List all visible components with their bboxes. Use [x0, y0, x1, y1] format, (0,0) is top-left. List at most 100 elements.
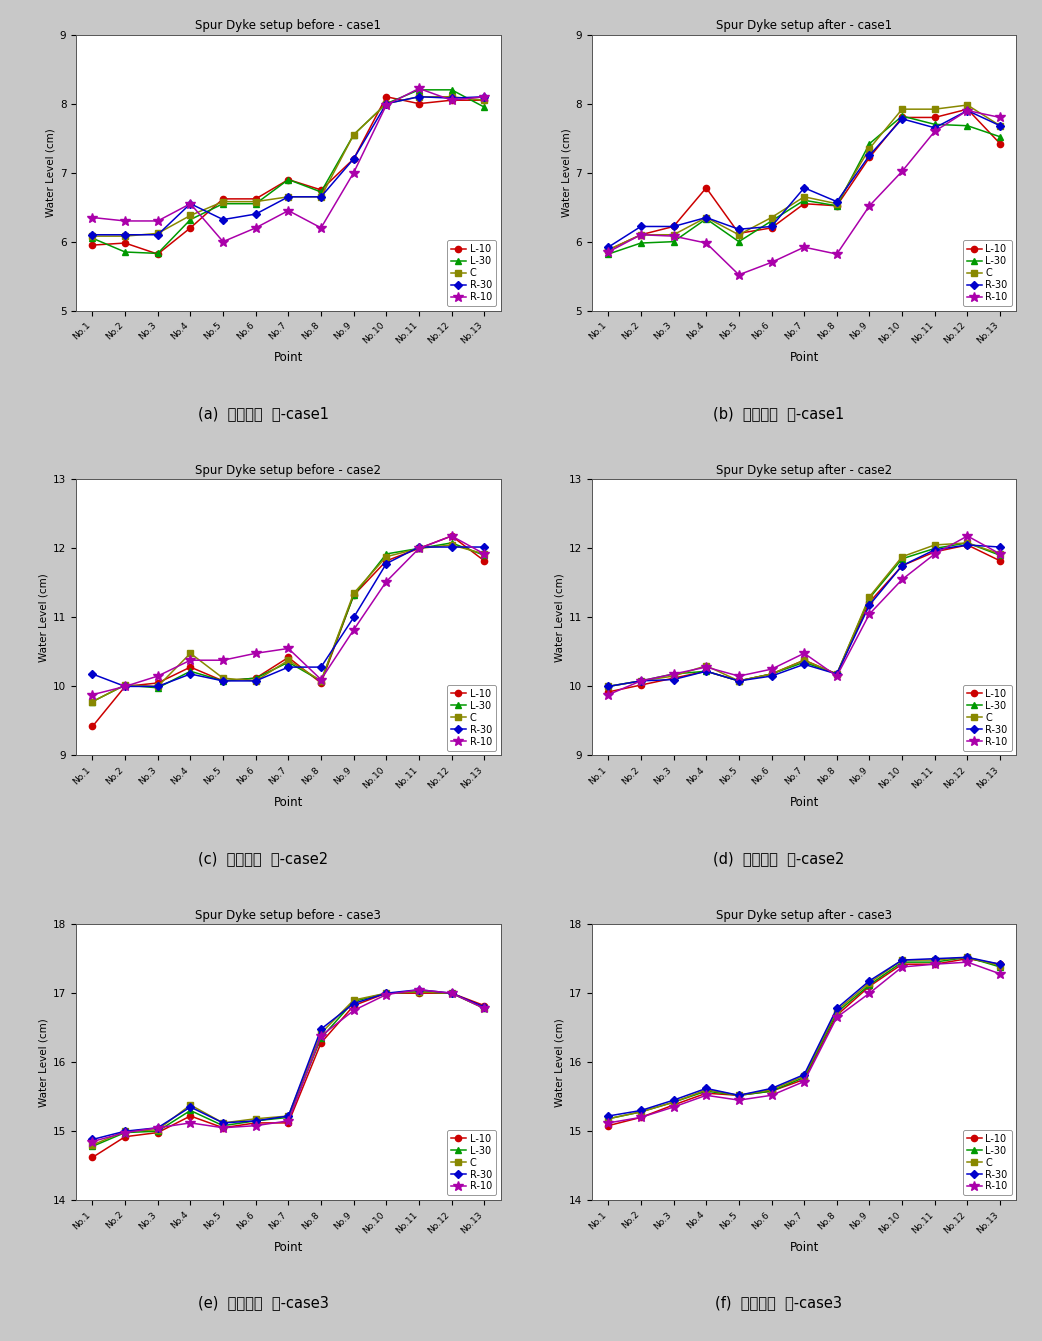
- C: [217, 193, 229, 209]
- R-10: [282, 641, 295, 657]
- R-10: [635, 1109, 647, 1125]
- R-30: [119, 679, 131, 695]
- L-30: [119, 1125, 131, 1141]
- L-10: [863, 594, 875, 610]
- L-30: [151, 245, 164, 261]
- R-30: [994, 956, 1007, 972]
- L-30: [602, 1110, 615, 1126]
- C: [282, 189, 295, 205]
- C: [602, 679, 615, 695]
- R-10: [961, 528, 973, 544]
- Line: R-10: R-10: [603, 531, 1004, 700]
- R-30: [733, 1088, 745, 1104]
- C: [961, 97, 973, 113]
- L-10: [928, 544, 941, 561]
- R-10: [151, 668, 164, 684]
- X-axis label: Point: Point: [274, 351, 303, 363]
- C: [380, 95, 393, 111]
- C: [667, 1094, 679, 1110]
- R-10: [380, 987, 393, 1003]
- Y-axis label: Water Level (cm): Water Level (cm): [39, 1018, 49, 1106]
- Text: (b)  수제설치  후-case1: (b) 수제설치 후-case1: [714, 406, 844, 421]
- L-10: [765, 666, 777, 683]
- L-10: [380, 986, 393, 1002]
- R-10: [602, 687, 615, 703]
- L-10: [863, 149, 875, 165]
- L-30: [380, 546, 393, 562]
- C: [765, 1082, 777, 1098]
- R-10: [896, 571, 909, 587]
- L-30: [733, 233, 745, 249]
- L-10: [635, 677, 647, 693]
- R-10: [478, 89, 491, 105]
- C: [217, 1114, 229, 1130]
- R-30: [896, 111, 909, 127]
- C: [217, 670, 229, 687]
- L-30: [896, 551, 909, 567]
- Y-axis label: Water Level (cm): Water Level (cm): [554, 1018, 565, 1106]
- R-10: [765, 255, 777, 271]
- R-10: [413, 80, 425, 97]
- L-10: [667, 670, 679, 687]
- L-10: [700, 180, 713, 196]
- L-10: [798, 652, 811, 668]
- C: [249, 193, 262, 209]
- R-10: [478, 1000, 491, 1016]
- Text: (c)  수제설치  전-case2: (c) 수제설치 전-case2: [198, 850, 328, 866]
- R-10: [445, 528, 457, 544]
- L-30: [347, 126, 359, 142]
- Y-axis label: Water Level (cm): Water Level (cm): [554, 573, 565, 662]
- L-10: [86, 237, 99, 253]
- L-10: [249, 1114, 262, 1130]
- Title: Spur Dyke setup before - case2: Spur Dyke setup before - case2: [195, 464, 381, 477]
- R-30: [249, 1113, 262, 1129]
- L-10: [798, 196, 811, 212]
- R-10: [217, 1120, 229, 1136]
- R-30: [961, 102, 973, 118]
- L-30: [602, 679, 615, 695]
- Line: C: C: [90, 988, 488, 1148]
- L-30: [86, 1139, 99, 1155]
- C: [86, 693, 99, 709]
- C: [994, 957, 1007, 974]
- L-10: [994, 135, 1007, 152]
- Line: R-30: R-30: [90, 544, 488, 689]
- R-30: [282, 658, 295, 675]
- L-30: [765, 213, 777, 229]
- R-30: [445, 539, 457, 555]
- C: [445, 986, 457, 1002]
- L-30: [700, 211, 713, 227]
- R-30: [184, 1100, 197, 1116]
- R-10: [928, 546, 941, 562]
- Line: R-10: R-10: [88, 984, 489, 1147]
- R-30: [602, 239, 615, 255]
- L-30: [478, 99, 491, 115]
- C: [282, 652, 295, 668]
- R-30: [282, 1108, 295, 1124]
- Title: Spur Dyke setup before - case3: Spur Dyke setup before - case3: [196, 909, 381, 921]
- L-30: [700, 664, 713, 680]
- R-10: [667, 1100, 679, 1116]
- R-10: [217, 233, 229, 249]
- C: [961, 949, 973, 966]
- C: [445, 89, 457, 105]
- C: [184, 645, 197, 661]
- L-10: [700, 664, 713, 680]
- R-10: [928, 956, 941, 972]
- L-30: [380, 986, 393, 1002]
- R-10: [315, 1029, 327, 1045]
- L-30: [217, 196, 229, 212]
- L-10: [249, 190, 262, 207]
- L-10: [380, 552, 393, 569]
- L-30: [765, 1084, 777, 1100]
- C: [86, 1137, 99, 1153]
- R-10: [184, 652, 197, 668]
- Legend: L-10, L-30, C, R-30, R-10: L-10, L-30, C, R-30, R-10: [447, 685, 496, 751]
- R-30: [478, 999, 491, 1015]
- L-30: [667, 666, 679, 683]
- L-10: [733, 1088, 745, 1104]
- L-10: [380, 89, 393, 105]
- L-30: [249, 196, 262, 212]
- R-30: [928, 119, 941, 135]
- L-10: [635, 227, 647, 243]
